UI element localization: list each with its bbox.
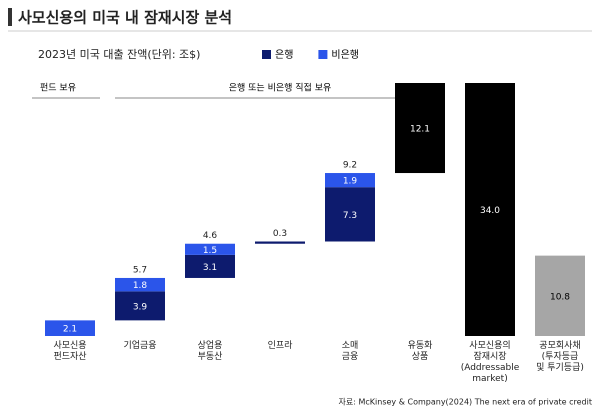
total-label: 9.2 — [343, 161, 357, 171]
total-label: 5.7 — [133, 265, 147, 275]
legend-swatch — [318, 50, 328, 59]
title-accent — [8, 8, 12, 26]
value-label: 1.5 — [203, 246, 217, 256]
legend-label: 비은행 — [331, 49, 359, 61]
bar-segment — [115, 277, 165, 292]
x-tick-label: 인프라 — [267, 341, 293, 351]
source: 자료: McKinsey & Company(2024) The next er… — [339, 398, 592, 407]
value-label: 1.9 — [343, 177, 358, 187]
x-tick-label: 공모회사채 (투자등급 및 투기등급) — [536, 341, 584, 373]
chart-title: 사모신용의 미국 내 잠재시장 분석 — [18, 9, 232, 27]
legend-swatch — [262, 50, 271, 59]
legend-label: 은행 — [275, 49, 293, 61]
annotation: 펀드 보유 — [40, 83, 76, 94]
total-label: 4.6 — [203, 231, 218, 241]
bar-segment — [185, 254, 235, 278]
value-label: 12.1 — [410, 125, 430, 135]
value-label: 1.8 — [133, 281, 148, 291]
bar-segment — [465, 83, 515, 336]
x-tick-label: 소매 금융 — [341, 341, 359, 362]
bar-segment — [395, 83, 445, 174]
x-tick-label: 기업금융 — [123, 341, 157, 351]
x-tick-label: 상업용 부동산 — [197, 341, 223, 362]
value-label: 3.1 — [203, 263, 217, 273]
bar-segment — [255, 241, 305, 244]
x-tick-label: 사모신용의 잠재시장 (Addressable market) — [460, 341, 520, 384]
total-label: 0.3 — [273, 229, 287, 239]
bar-segment — [115, 291, 165, 321]
value-label: 10.8 — [550, 292, 570, 302]
value-label: 7.3 — [343, 211, 357, 221]
value-label: 2.1 — [63, 325, 77, 335]
x-tick-label: 유동화 상품 — [407, 341, 433, 362]
annotation: 은행 또는 비은행 직접 보유 — [229, 82, 332, 94]
bar-segment — [45, 320, 95, 336]
bar-segment — [535, 255, 585, 336]
chart-subtitle: 2023년 미국 대출 잔액(단위: 조$) — [38, 48, 200, 61]
value-label: 34.0 — [480, 206, 500, 216]
bar-segment — [185, 243, 235, 255]
value-label: 3.9 — [133, 302, 148, 312]
bar-segment — [325, 187, 375, 242]
bar-segment — [325, 173, 375, 188]
x-tick-label: 사모신용 펀드자산 — [53, 341, 87, 362]
